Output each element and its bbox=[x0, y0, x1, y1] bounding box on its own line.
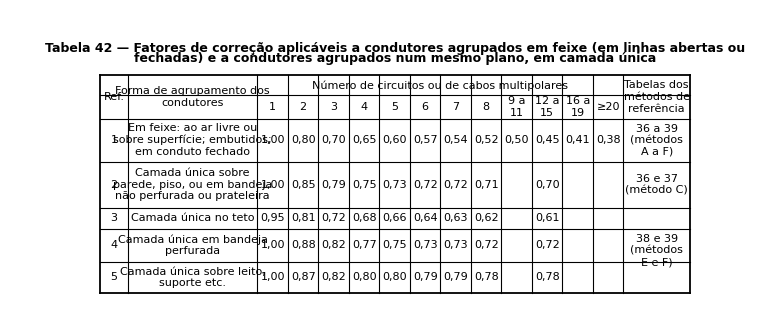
Text: 0,54: 0,54 bbox=[443, 135, 468, 145]
Text: 1,00: 1,00 bbox=[261, 180, 285, 190]
Text: 5: 5 bbox=[391, 102, 398, 112]
Text: 0,82: 0,82 bbox=[322, 240, 346, 250]
Text: 4: 4 bbox=[110, 240, 118, 250]
Text: 0,78: 0,78 bbox=[474, 272, 499, 282]
Text: 1: 1 bbox=[269, 102, 276, 112]
Text: 0,38: 0,38 bbox=[596, 135, 621, 145]
Text: 7: 7 bbox=[452, 102, 460, 112]
Text: Número de circuitos ou de cabos multipolares: Número de circuitos ou de cabos multipol… bbox=[312, 80, 568, 91]
Text: 0,41: 0,41 bbox=[565, 135, 590, 145]
Text: 0,68: 0,68 bbox=[352, 213, 376, 223]
Text: 0,60: 0,60 bbox=[382, 135, 407, 145]
Text: Tabela 42 — Fatores de correção aplicáveis a condutores agrupados em feixe (em l: Tabela 42 — Fatores de correção aplicáve… bbox=[45, 42, 745, 55]
Text: 36 e 37
(método C): 36 e 37 (método C) bbox=[625, 174, 689, 195]
Text: 0,72: 0,72 bbox=[322, 213, 346, 223]
Text: 0,63: 0,63 bbox=[443, 213, 468, 223]
Text: 0,87: 0,87 bbox=[291, 272, 315, 282]
Text: 2: 2 bbox=[300, 102, 307, 112]
Text: 0,62: 0,62 bbox=[474, 213, 499, 223]
Text: 4: 4 bbox=[361, 102, 368, 112]
Text: Camada única no teto: Camada única no teto bbox=[131, 213, 254, 223]
Text: 0,75: 0,75 bbox=[382, 240, 407, 250]
Text: 0,79: 0,79 bbox=[443, 272, 468, 282]
Text: fechadas) e a condutores agrupados num mesmo plano, em camada única: fechadas) e a condutores agrupados num m… bbox=[133, 52, 656, 65]
Text: 0,70: 0,70 bbox=[322, 135, 346, 145]
Text: 0,61: 0,61 bbox=[535, 213, 560, 223]
Text: 0,80: 0,80 bbox=[382, 272, 407, 282]
Text: Tabelas dos
métodos de
referência: Tabelas dos métodos de referência bbox=[624, 80, 690, 114]
Text: Ref.: Ref. bbox=[103, 92, 125, 102]
Text: 38 e 39
(métodos
E e F): 38 e 39 (métodos E e F) bbox=[631, 234, 683, 267]
Text: 0,81: 0,81 bbox=[291, 213, 315, 223]
Text: 0,73: 0,73 bbox=[443, 240, 468, 250]
Text: 0,57: 0,57 bbox=[412, 135, 437, 145]
Text: 1,00: 1,00 bbox=[261, 240, 285, 250]
Text: 0,45: 0,45 bbox=[535, 135, 560, 145]
Text: 0,72: 0,72 bbox=[443, 180, 468, 190]
Text: ≥20: ≥20 bbox=[597, 102, 620, 112]
Text: 1: 1 bbox=[110, 135, 118, 145]
Text: 0,66: 0,66 bbox=[382, 213, 407, 223]
Text: 0,72: 0,72 bbox=[535, 240, 560, 250]
Text: 0,70: 0,70 bbox=[535, 180, 560, 190]
Text: 3: 3 bbox=[330, 102, 337, 112]
Text: 0,78: 0,78 bbox=[535, 272, 560, 282]
Text: 2: 2 bbox=[110, 180, 118, 190]
Text: 0,80: 0,80 bbox=[352, 272, 376, 282]
Text: Em feixe: ao ar livre ou
sobre superfície; embutidos;
em conduto fechado: Em feixe: ao ar livre ou sobre superfíci… bbox=[113, 123, 272, 157]
Text: Forma de agrupamento dos
condutores: Forma de agrupamento dos condutores bbox=[116, 86, 270, 108]
Text: 0,50: 0,50 bbox=[504, 135, 529, 145]
Text: 8: 8 bbox=[483, 102, 490, 112]
Text: 16 a
19: 16 a 19 bbox=[565, 96, 590, 118]
Text: 0,72: 0,72 bbox=[474, 240, 499, 250]
Text: 12 a
15: 12 a 15 bbox=[535, 96, 560, 118]
Text: Camada única em bandeja
perfurada: Camada única em bandeja perfurada bbox=[118, 234, 268, 256]
Text: Camada única sobre leito,
suporte etc.: Camada única sobre leito, suporte etc. bbox=[120, 267, 265, 288]
Text: 0,77: 0,77 bbox=[352, 240, 376, 250]
Text: 0,80: 0,80 bbox=[291, 135, 315, 145]
Text: 5: 5 bbox=[110, 272, 118, 282]
Text: 0,79: 0,79 bbox=[412, 272, 438, 282]
Text: 0,75: 0,75 bbox=[352, 180, 376, 190]
Text: 36 a 39
(métodos
A a F): 36 a 39 (métodos A a F) bbox=[631, 124, 683, 157]
Text: 0,82: 0,82 bbox=[322, 272, 346, 282]
Text: 9 a
11: 9 a 11 bbox=[508, 96, 526, 118]
Text: 0,71: 0,71 bbox=[474, 180, 499, 190]
Text: 3: 3 bbox=[110, 213, 118, 223]
Text: 0,72: 0,72 bbox=[412, 180, 438, 190]
Text: Camada única sobre
parede, piso, ou em bandeja
não perfurada ou prateleira: Camada única sobre parede, piso, ou em b… bbox=[113, 168, 272, 201]
Text: 0,95: 0,95 bbox=[261, 213, 285, 223]
Text: 0,52: 0,52 bbox=[474, 135, 499, 145]
Text: 0,64: 0,64 bbox=[412, 213, 437, 223]
Text: 0,85: 0,85 bbox=[291, 180, 315, 190]
Text: 0,73: 0,73 bbox=[412, 240, 437, 250]
Text: 1,00: 1,00 bbox=[261, 272, 285, 282]
Text: 0,88: 0,88 bbox=[291, 240, 315, 250]
Text: 0,73: 0,73 bbox=[382, 180, 407, 190]
Text: 0,65: 0,65 bbox=[352, 135, 376, 145]
Text: 1,00: 1,00 bbox=[261, 135, 285, 145]
Text: 0,79: 0,79 bbox=[322, 180, 346, 190]
Text: 6: 6 bbox=[422, 102, 429, 112]
